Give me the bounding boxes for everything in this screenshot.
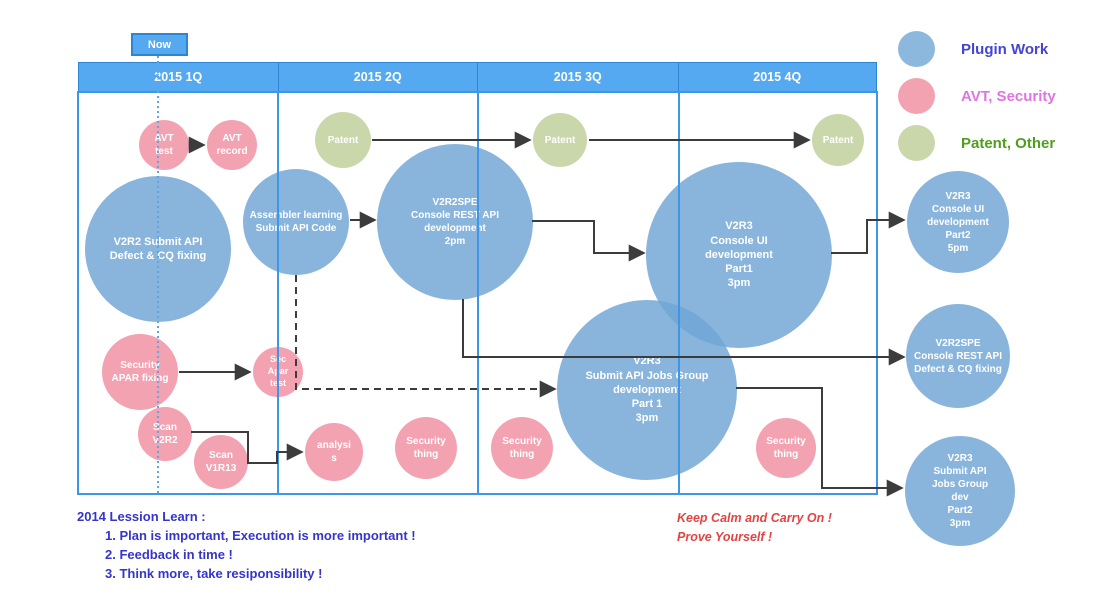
legend-label-patent-other: Patent, Other bbox=[961, 134, 1056, 152]
node-v2r3-jobs-part1: V2R3 Submit API Jobs Group development P… bbox=[557, 300, 737, 480]
node-label-avt-test: AVT test bbox=[154, 133, 174, 157]
node-label-avt-record: AVT record bbox=[216, 133, 248, 157]
node-label-v2r3-jobs-part2: V2R3 Submit API Jobs Group dev Part2 3pm bbox=[931, 453, 989, 529]
legend: Plugin Work AVT, Security Patent, Other bbox=[898, 31, 1056, 172]
node-label-scan-v2r2: Scan V2R2 bbox=[152, 422, 178, 446]
node-assembler-learning: Assembler learning Submit API Code bbox=[243, 169, 349, 275]
node-label-security-thing-2q: Security thing bbox=[406, 436, 446, 460]
now-marker-box: Now bbox=[131, 33, 188, 56]
legend-label-avt-security: AVT, Security bbox=[961, 87, 1056, 105]
legend-item-plugin-work: Plugin Work bbox=[898, 31, 1056, 67]
notes-items: 1. Plan is important, Execution is more … bbox=[77, 526, 416, 583]
node-label-scan-v1r13: Scan V1R13 bbox=[205, 450, 237, 474]
node-label-patent-1q: Patent bbox=[327, 134, 359, 146]
node-v2r2spe-dev: V2R2SPE Console REST API development 2pm bbox=[377, 144, 533, 300]
connector-console-part1-to-part2 bbox=[831, 211, 906, 254]
node-v2r2spe-defect: V2R2SPE Console REST API Defect & CQ fix… bbox=[906, 304, 1010, 408]
quarter-label-1: 2015 1Q bbox=[79, 63, 279, 91]
motto-line-1: Keep Calm and Carry On ! bbox=[677, 511, 832, 525]
node-patent-2q: Patent bbox=[533, 113, 587, 167]
node-scan-v1r13: Scan V1R13 bbox=[194, 435, 248, 489]
legend-item-patent-other: Patent, Other bbox=[898, 125, 1056, 161]
connector-v2r2spe-dev-to-console-part1 bbox=[532, 220, 646, 262]
node-label-security-apar: Security APAR fixing bbox=[111, 360, 169, 384]
motto-line-2: Prove Yourself ! bbox=[677, 529, 773, 544]
node-scan-v2r2: Scan V2R2 bbox=[138, 407, 192, 461]
node-security-thing-3q: Security thing bbox=[491, 417, 553, 479]
node-patent-4q: Patent bbox=[812, 114, 864, 166]
now-marker-label: Now bbox=[147, 38, 172, 51]
node-security-thing-2q: Security thing bbox=[395, 417, 457, 479]
node-label-v2r3-console-part1: V2R3 Console UI development Part1 3pm bbox=[705, 220, 773, 290]
node-label-v2r3-console-part2: V2R3 Console UI development Part2 5pm bbox=[927, 190, 989, 254]
node-avt-record: AVT record bbox=[207, 120, 257, 170]
node-avt-test: AVT test bbox=[139, 120, 189, 170]
node-label-security-thing-4q: Security thing bbox=[766, 436, 806, 460]
node-label-security-thing-3q: Security thing bbox=[502, 436, 542, 460]
motto-text: Keep Calm and Carry On ! Prove Yourself … bbox=[677, 509, 832, 546]
node-label-analysis: analysi s bbox=[317, 440, 351, 464]
node-patent-1q: Patent bbox=[315, 112, 371, 168]
note-item-3: 3. Think more, take resiponsibility ! bbox=[105, 566, 323, 581]
quarter-label-3: 2015 3Q bbox=[478, 63, 679, 91]
note-item-1: 1. Plan is important, Execution is more … bbox=[105, 528, 416, 543]
quarter-header-row: 2015 1Q 2015 2Q 2015 3Q 2015 4Q bbox=[78, 62, 877, 92]
node-label-v2r2-submit-api: V2R2 Submit API Defect & CQ fixing bbox=[109, 235, 207, 262]
node-v2r3-console-part2: V2R3 Console UI development Part2 5pm bbox=[907, 171, 1009, 273]
node-label-v2r3-jobs-part1: V2R3 Submit API Jobs Group development P… bbox=[585, 355, 709, 425]
node-label-patent-2q: Patent bbox=[544, 134, 576, 146]
node-label-patent-4q: Patent bbox=[822, 134, 854, 146]
legend-swatch-plugin-work bbox=[898, 31, 935, 67]
node-v2r2-submit-api: V2R2 Submit API Defect & CQ fixing bbox=[85, 176, 231, 322]
lessons-learned-notes: 2014 Lession Learn : 1. Plan is importan… bbox=[77, 507, 416, 583]
quarter-label-2: 2015 2Q bbox=[279, 63, 478, 91]
node-security-thing-4q: Security thing bbox=[756, 418, 816, 478]
quarter-label-4: 2015 4Q bbox=[753, 70, 802, 84]
note-item-2: 2. Feedback in time ! bbox=[105, 547, 233, 562]
node-security-apar: Security APAR fixing bbox=[102, 334, 178, 410]
node-v2r3-jobs-part2: V2R3 Submit API Jobs Group dev Part2 3pm bbox=[905, 436, 1015, 546]
connector-scan-v1r13-to-analysis bbox=[247, 443, 304, 464]
legend-label-plugin-work: Plugin Work bbox=[961, 40, 1049, 58]
legend-item-avt-security: AVT, Security bbox=[898, 78, 1056, 114]
node-label-assembler-learning: Assembler learning Submit API Code bbox=[249, 210, 343, 234]
legend-swatch-avt-security bbox=[898, 78, 935, 114]
node-label-sec-apar-test: Sec Apar test bbox=[267, 354, 289, 388]
node-label-v2r2spe-dev: V2R2SPE Console REST API development 2pm bbox=[411, 197, 499, 247]
node-analysis: analysi s bbox=[305, 423, 363, 481]
node-label-v2r2spe-defect: V2R2SPE Console REST API Defect & CQ fix… bbox=[914, 337, 1002, 375]
notes-title: 2014 Lession Learn : bbox=[77, 509, 206, 524]
legend-swatch-patent-other bbox=[898, 125, 935, 161]
node-sec-apar-test: Sec Apar test bbox=[253, 347, 303, 397]
